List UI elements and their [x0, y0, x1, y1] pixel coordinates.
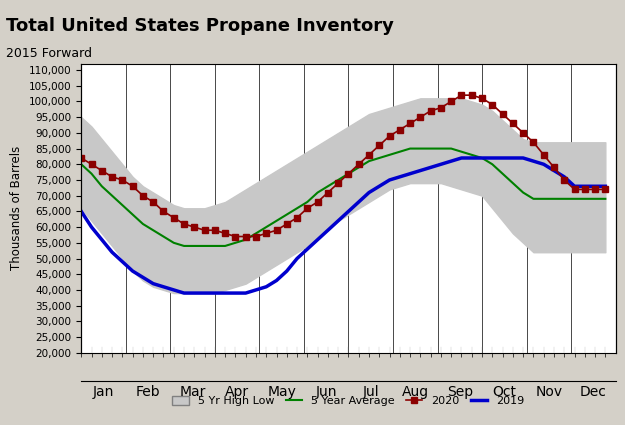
Text: 2015 Forward: 2015 Forward: [6, 47, 92, 60]
Y-axis label: Thousands of Barrels: Thousands of Barrels: [11, 146, 23, 270]
Text: Total United States Propane Inventory: Total United States Propane Inventory: [6, 17, 394, 35]
Legend: 5 Yr High Low, 5 Year Average, 2020, 2019: 5 Yr High Low, 5 Year Average, 2020, 201…: [168, 392, 529, 411]
